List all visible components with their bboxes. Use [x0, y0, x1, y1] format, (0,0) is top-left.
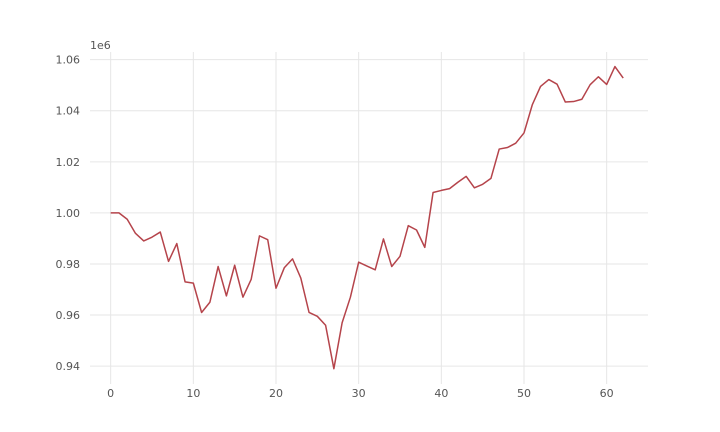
y-tick-label: 0.94 [56, 360, 81, 373]
x-tick-label: 10 [186, 387, 200, 400]
y-tick-label: 0.98 [56, 258, 81, 271]
x-axis-ticks: 0 10 20 30 40 50 60 [107, 387, 614, 400]
x-tick-label: 30 [352, 387, 366, 400]
x-tick-label: 50 [517, 387, 531, 400]
grid [90, 52, 648, 384]
y-tick-label: 0.96 [56, 309, 81, 322]
y-axis-offset-label: 1e6 [90, 39, 111, 52]
series-group [110, 65, 624, 370]
x-tick-label: 60 [600, 387, 614, 400]
y-tick-label: 1.04 [56, 105, 81, 118]
x-tick-label: 40 [434, 387, 448, 400]
y-tick-label: 1.02 [56, 156, 81, 169]
x-tick-label: 20 [269, 387, 283, 400]
series-line [110, 65, 624, 370]
y-tick-label: 1.00 [56, 207, 81, 220]
y-tick-label: 1.06 [56, 54, 81, 67]
y-axis-ticks: 0.94 0.96 0.98 1.00 1.02 1.04 1.06 [56, 54, 81, 373]
x-tick-label: 0 [107, 387, 114, 400]
